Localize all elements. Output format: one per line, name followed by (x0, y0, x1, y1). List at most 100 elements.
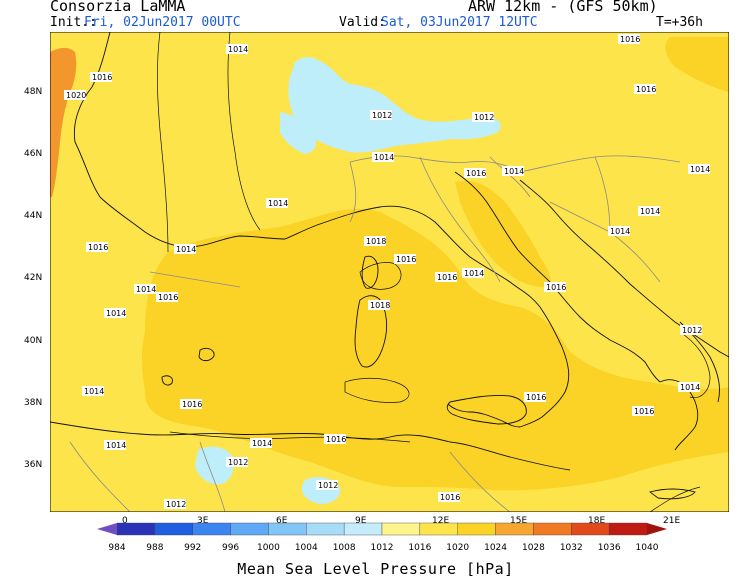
producer-title: Consorzia LaMMA (50, 0, 186, 15)
svg-text:1016: 1016 (92, 73, 112, 82)
svg-text:1016: 1016 (634, 407, 654, 416)
svg-text:1016: 1016 (466, 169, 486, 178)
colorbar-value-label: 1040 (636, 543, 659, 553)
svg-text:1014: 1014 (106, 309, 126, 318)
colorbar-cell (419, 522, 458, 536)
svg-text:1014: 1014 (176, 245, 196, 254)
lon-label: 0 (122, 516, 128, 526)
svg-text:1016: 1016 (182, 400, 202, 409)
svg-text:1012: 1012 (682, 326, 702, 335)
svg-text:1020: 1020 (66, 91, 86, 100)
pressure-map: 1014 1016 1020 1018 1018 1012 1012 1014 … (50, 32, 729, 512)
colorbar-cell (495, 522, 534, 536)
alpine-low-area (288, 57, 501, 153)
lon-label: 6E (276, 516, 288, 526)
svg-text:1016: 1016 (396, 255, 416, 264)
colorbar-value-label: 1016 (408, 543, 431, 553)
svg-text:1016: 1016 (620, 35, 640, 44)
colorbar-value-label: 1024 (484, 543, 507, 553)
svg-text:1014: 1014 (680, 383, 700, 392)
colorbar-title: Mean Sea Level Pressure [hPa] (237, 560, 514, 578)
lat-label: 44N (24, 211, 43, 221)
sea-high-pressure-area (142, 208, 729, 491)
isobar-labels: 1014 1016 1020 1018 1018 1012 1012 1014 … (64, 34, 710, 509)
colorbar: 984 988 992 996 1000 1004 1008 1012 1016 1020 1024… (97, 522, 667, 553)
colorbar-value-label: 1008 (333, 543, 356, 553)
svg-text:1014: 1014 (252, 439, 272, 448)
colorbar-value-label: 1000 (257, 543, 280, 553)
colorbar-cell (533, 522, 572, 536)
svg-text:1014: 1014 (268, 199, 288, 208)
svg-text:1012: 1012 (474, 113, 494, 122)
colorbar-value-label: 992 (184, 543, 201, 553)
lat-label: 40N (24, 336, 43, 346)
svg-text:1012: 1012 (166, 500, 186, 509)
svg-text:1016: 1016 (440, 493, 460, 502)
colorbar-cell (571, 522, 610, 536)
lat-label: 42N (24, 273, 43, 283)
colorbar-cell (343, 522, 383, 536)
svg-text:1014: 1014 (228, 45, 248, 54)
svg-text:1014: 1014 (504, 167, 524, 176)
colorbar-cell (230, 522, 269, 536)
svg-text:1012: 1012 (228, 458, 248, 467)
colorbar-right-arrow (647, 523, 667, 535)
svg-text:1012: 1012 (318, 481, 338, 490)
colorbar-left-arrow (97, 523, 117, 535)
colorbar-cells (116, 522, 648, 536)
colorbar-cell (381, 522, 421, 536)
svg-text:1016: 1016 (326, 435, 346, 444)
colorbar-value-label: 1028 (522, 543, 545, 553)
lat-label: 48N (24, 87, 43, 97)
svg-text:1012: 1012 (372, 111, 392, 120)
colorbar-labels: 984 988 992 996 1000 1004 1008 1012 1016 1020 1024… (108, 543, 658, 553)
lon-label: 21E (663, 516, 681, 526)
model-title: ARW 12km - (GFS 50km) (468, 0, 658, 15)
colorbar-cell (608, 522, 648, 536)
switzerland-low-area (280, 112, 317, 154)
svg-text:1014: 1014 (610, 227, 630, 236)
colorbar-value-label: 1032 (560, 543, 583, 553)
colorbar-value-label: 984 (108, 543, 125, 553)
colorbar-value-label: 996 (222, 543, 239, 553)
isobars (157, 32, 711, 512)
svg-text:1016: 1016 (546, 283, 566, 292)
svg-text:1018: 1018 (366, 237, 386, 246)
init-value: Fri, 02Jun2017 00UTC (84, 15, 241, 30)
lat-label: 36N (24, 460, 43, 470)
svg-text:1014: 1014 (690, 165, 710, 174)
lon-labels: 0 3E 6E 9E 12E 15E 18E 21E (0, 516, 751, 528)
colorbar-cell (116, 522, 156, 536)
svg-text:1014: 1014 (106, 441, 126, 450)
lon-label: 18E (588, 516, 606, 526)
colorbar-value-label: 1004 (295, 543, 318, 553)
lat-label: 38N (24, 398, 43, 408)
lon-label: 12E (432, 516, 450, 526)
colorbar-value-label: 988 (146, 543, 163, 553)
colorbar-value-label: 1036 (598, 543, 621, 553)
colorbar-cell (457, 522, 496, 536)
svg-text:1014: 1014 (136, 285, 156, 294)
svg-text:1014: 1014 (84, 387, 104, 396)
colorbar-cell (154, 522, 193, 536)
france-high-area (50, 47, 77, 197)
colorbar-value-label: 1012 (371, 543, 394, 553)
lead-time: T=+36h (656, 15, 703, 30)
svg-text:1016: 1016 (88, 243, 108, 252)
lon-label: 3E (197, 516, 209, 526)
svg-text:1016: 1016 (158, 293, 178, 302)
lat-label: 46N (24, 149, 43, 159)
colorbar-value-label: 1020 (446, 543, 469, 553)
colorbar-cell (192, 522, 231, 536)
colorbar-cell (306, 522, 345, 536)
adriatic-high-pressure-area (455, 180, 551, 287)
svg-text:1016: 1016 (636, 85, 656, 94)
init-label: Init.: (50, 15, 97, 30)
valid-label: Valid: (339, 15, 386, 30)
svg-text:1014: 1014 (374, 153, 394, 162)
northeast-high-pressure-area (665, 37, 729, 92)
svg-text:1018: 1018 (370, 301, 390, 310)
lon-label: 9E (355, 516, 367, 526)
svg-text:1014: 1014 (640, 207, 660, 216)
colorbar-cell (268, 522, 307, 536)
